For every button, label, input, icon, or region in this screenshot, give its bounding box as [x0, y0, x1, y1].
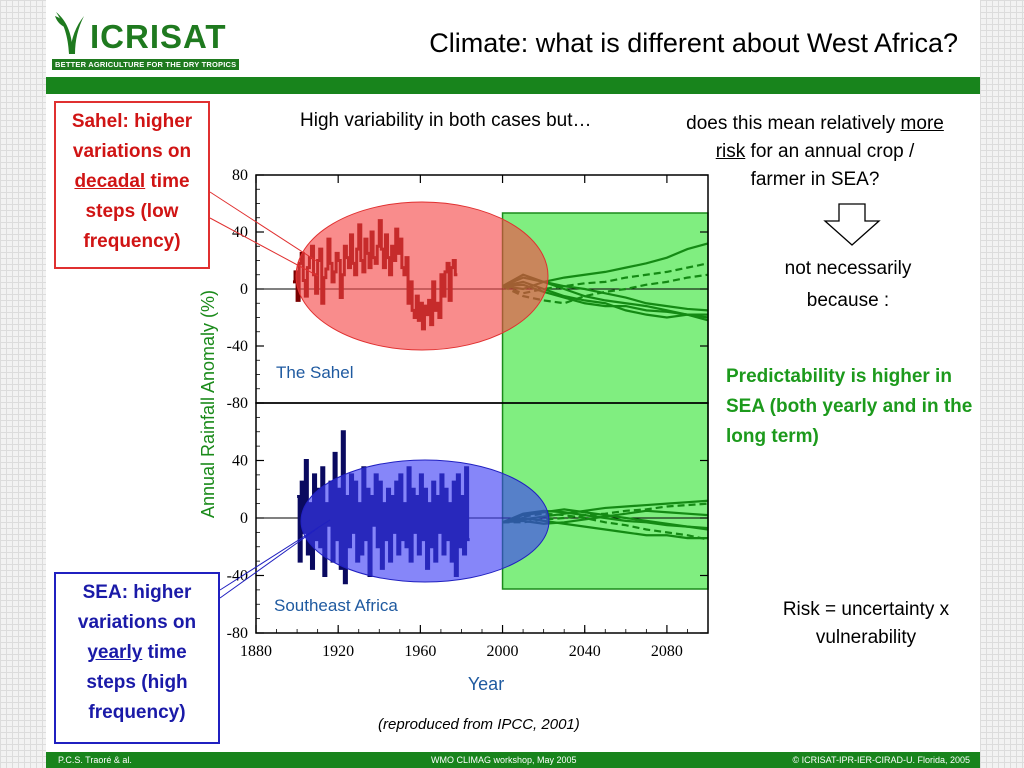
x-axis-title: Year: [468, 674, 504, 694]
rainfall-anomaly-chart: 80 40 0 -40 -80 The Sahel 40 0 -40 -80 Southeast A…: [198, 167, 709, 694]
footer-author: P.C.S. Traoré & al.: [58, 755, 132, 765]
question-more: more: [900, 113, 944, 134]
question-part3: farmer in SEA?: [750, 169, 880, 190]
sea-callout-line2: variations on: [77, 612, 197, 633]
predictability-text: Predictability is higher in SEA (both ye…: [726, 366, 973, 447]
sahel-highlight-ellipse: [295, 201, 549, 351]
footer-bar: P.C.S. Traoré & al. WMO CLIMAG workshop,…: [46, 752, 980, 768]
source-note: (reproduced from IPCC, 2001): [378, 716, 580, 733]
sea-callout-line1: SEA: higher: [82, 582, 192, 603]
y-tick-label: 80: [232, 167, 248, 184]
y-tick-label: -40: [227, 568, 248, 585]
x-tick-label: 2040: [569, 643, 601, 660]
question-risk: risk: [715, 141, 746, 162]
sea-callout-line3: yearly time: [62, 638, 212, 668]
y-tick-label: 0: [240, 281, 248, 298]
sahel-callout: Sahel: higher variations on decadal time…: [54, 101, 210, 269]
logo-name: ICRISAT: [90, 18, 227, 55]
sea-highlight-ellipse: [300, 459, 550, 583]
sea-callout: SEA: higher variations on yearly time st…: [54, 572, 220, 744]
panel-label-sea: Southeast Africa: [274, 596, 398, 615]
sahel-callout-line3: decadal time: [62, 167, 202, 197]
right-pattern-strip: [980, 0, 1024, 768]
risk-line2: vulnerability: [815, 627, 917, 648]
not-necessarily-line1: not necessarily: [784, 258, 912, 279]
y-tick-label: 40: [232, 224, 248, 241]
y-tick-label: 0: [240, 510, 248, 527]
question-part1: does this mean relatively: [686, 113, 901, 134]
x-tick-label: 1880: [240, 643, 272, 660]
question-text: does this mean relatively more risk for …: [662, 110, 968, 194]
x-tick-label: 2080: [651, 643, 683, 660]
footer-copyright: © ICRISAT-IPR-IER-CIRAD-U. Florida, 2005: [792, 755, 971, 765]
panel-label-sahel: The Sahel: [276, 363, 354, 382]
decadal-word: decadal: [74, 171, 146, 192]
y-tick-label: 40: [232, 453, 248, 470]
sahel-callout-line5: frequency): [83, 231, 181, 252]
x-tick-label: 1960: [404, 643, 436, 660]
sea-callout-line5: frequency): [88, 702, 186, 723]
not-necessarily-line2: because :: [806, 290, 890, 311]
x-tick-label: 2000: [487, 643, 519, 660]
risk-line1: Risk = uncertainty x: [782, 599, 950, 620]
x-tick-label: 1920: [322, 643, 354, 660]
risk-equation: Risk = uncertainty x vulnerability: [760, 596, 972, 652]
plant-logo-icon: [55, 12, 84, 54]
sea-time-word: time: [142, 642, 187, 663]
yearly-word: yearly: [87, 642, 143, 663]
not-necessarily-text: not necessarily because :: [752, 253, 944, 317]
title-rule: [46, 77, 980, 94]
y-tick-label: -40: [227, 338, 248, 355]
sahel-time-word: time: [145, 171, 190, 192]
question-part2: for an annual crop /: [745, 141, 915, 162]
footer-workshop: WMO CLIMAG workshop, May 2005: [431, 755, 577, 765]
sea-callout-line4: steps (high: [86, 672, 188, 693]
y-tick-label: -80: [227, 395, 248, 412]
high-variability-text: High variability in both cases but…: [300, 110, 592, 131]
y-tick-label: -80: [227, 625, 248, 642]
down-arrow-icon: [823, 203, 881, 246]
logo-tagline: BETTER AGRICULTURE FOR THE DRY TROPICS: [52, 59, 240, 70]
slide-title: Climate: what is different about West Af…: [429, 28, 958, 58]
sahel-callout-line1: Sahel: higher: [71, 111, 193, 132]
sahel-callout-line2: variations on: [72, 141, 192, 162]
left-pattern-strip: [0, 0, 46, 768]
y-axis-title: Annual Rainfall Anomaly (%): [198, 290, 218, 518]
icrisat-logo: ICRISAT BETTER AGRICULTURE FOR THE DRY T…: [48, 4, 240, 72]
sahel-callout-line4: steps (low: [85, 201, 179, 222]
